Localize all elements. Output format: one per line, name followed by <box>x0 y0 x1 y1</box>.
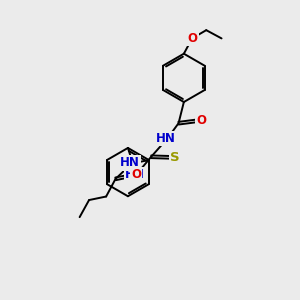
Text: O: O <box>196 114 206 127</box>
Text: O: O <box>131 168 141 181</box>
Text: HN: HN <box>120 157 140 169</box>
Text: HN: HN <box>125 168 145 181</box>
Text: O: O <box>188 32 197 45</box>
Text: HN: HN <box>156 132 176 145</box>
Text: S: S <box>170 151 179 164</box>
